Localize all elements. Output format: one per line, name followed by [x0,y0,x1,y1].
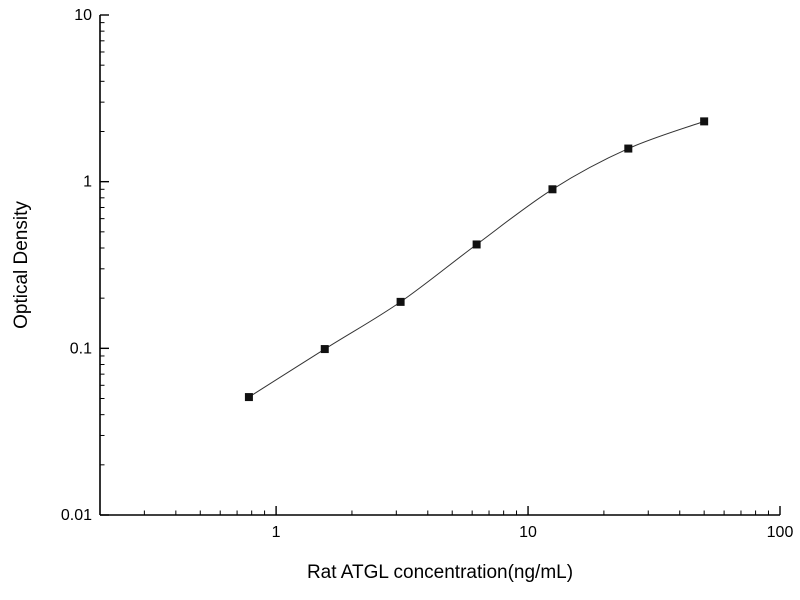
y-tick-label: 0.01 [61,507,92,524]
y-axis-title: Optical Density [11,201,32,329]
data-point-marker [700,117,709,126]
data-point-marker [624,144,633,153]
x-tick-label: 10 [519,524,537,541]
x-axis-title: Rat ATGL concentration(ng/mL) [306,562,574,583]
x-tick-label: 100 [767,524,794,541]
data-point-marker [396,297,405,306]
data-point-marker [244,393,253,402]
y-tick-label: 1 [83,174,92,191]
x-tick-label: 1 [272,524,281,541]
data-point-marker [548,185,557,194]
data-point-marker [472,240,481,249]
y-tick-label: 10 [74,7,92,24]
fit-curve [248,120,705,398]
y-tick-label: 0.1 [70,340,92,357]
data-point-marker [320,345,329,354]
